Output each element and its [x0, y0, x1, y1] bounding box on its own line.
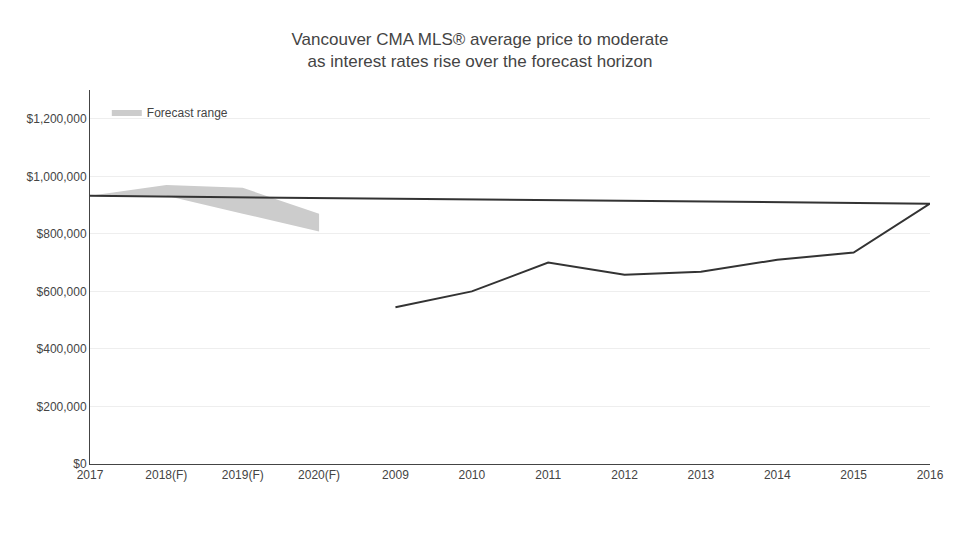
svg-text:2015: 2015	[840, 468, 867, 482]
svg-text:2020(F): 2020(F)	[298, 468, 340, 482]
svg-text:2016: 2016	[917, 468, 944, 482]
svg-text:$0: $0	[73, 457, 87, 471]
svg-text:$600,000: $600,000	[37, 285, 87, 299]
svg-text:Forecast range: Forecast range	[147, 106, 228, 120]
svg-text:$1,200,000: $1,200,000	[27, 112, 87, 126]
svg-text:$800,000: $800,000	[37, 227, 87, 241]
svg-text:2013: 2013	[688, 468, 715, 482]
svg-text:Vancouver CMA MLS® average pri: Vancouver CMA MLS® average price to mode…	[292, 30, 669, 71]
svg-text:$200,000: $200,000	[37, 400, 87, 414]
svg-text:$1,000,000: $1,000,000	[27, 170, 87, 184]
svg-text:2017: 2017	[77, 468, 104, 482]
svg-text:2019(F): 2019(F)	[222, 468, 264, 482]
svg-text:2012: 2012	[611, 468, 638, 482]
svg-text:$400,000: $400,000	[37, 342, 87, 356]
svg-text:2011: 2011	[535, 468, 561, 482]
svg-text:2009: 2009	[382, 468, 409, 482]
svg-text:2010: 2010	[458, 468, 485, 482]
svg-text:2014: 2014	[764, 468, 791, 482]
svg-text:2018(F): 2018(F)	[145, 468, 187, 482]
